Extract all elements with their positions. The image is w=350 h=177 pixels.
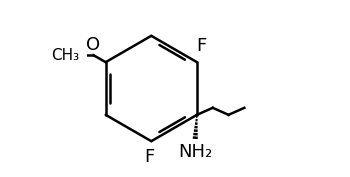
Text: NH₂: NH₂ — [178, 143, 212, 161]
Text: F: F — [196, 37, 206, 55]
Text: O: O — [86, 36, 100, 54]
Text: CH₃: CH₃ — [51, 48, 79, 63]
Text: F: F — [145, 148, 155, 166]
